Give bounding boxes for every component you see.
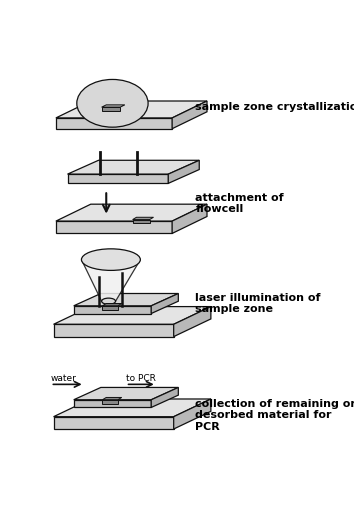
Ellipse shape xyxy=(81,249,140,270)
Text: sample zone crystallization: sample zone crystallization xyxy=(195,102,354,112)
Ellipse shape xyxy=(77,79,148,127)
Polygon shape xyxy=(174,307,211,337)
Polygon shape xyxy=(53,417,174,429)
Text: water: water xyxy=(51,374,76,383)
Polygon shape xyxy=(168,161,199,183)
Polygon shape xyxy=(102,303,122,306)
Polygon shape xyxy=(56,221,172,234)
Text: to PCR: to PCR xyxy=(126,374,155,383)
Polygon shape xyxy=(102,306,118,310)
Polygon shape xyxy=(81,260,140,301)
Polygon shape xyxy=(74,294,178,306)
Text: collection of remaining or
desorbed material for
PCR: collection of remaining or desorbed mate… xyxy=(195,399,354,432)
Polygon shape xyxy=(102,105,125,107)
Polygon shape xyxy=(133,217,154,219)
Polygon shape xyxy=(102,397,122,400)
Polygon shape xyxy=(74,400,151,407)
Polygon shape xyxy=(102,107,120,111)
Polygon shape xyxy=(53,324,174,337)
Polygon shape xyxy=(53,399,211,417)
Polygon shape xyxy=(74,388,178,400)
Polygon shape xyxy=(151,388,178,407)
Polygon shape xyxy=(151,294,178,313)
Polygon shape xyxy=(53,307,211,324)
Polygon shape xyxy=(102,400,118,404)
Polygon shape xyxy=(172,204,207,234)
Polygon shape xyxy=(133,219,150,224)
Text: attachment of
flowcell: attachment of flowcell xyxy=(195,193,284,214)
Polygon shape xyxy=(56,118,172,129)
Polygon shape xyxy=(174,399,211,429)
Polygon shape xyxy=(68,174,168,183)
Polygon shape xyxy=(56,204,207,221)
Text: laser illumination of
sample zone: laser illumination of sample zone xyxy=(195,293,321,314)
Polygon shape xyxy=(56,101,207,118)
Ellipse shape xyxy=(102,298,115,304)
Polygon shape xyxy=(172,101,207,129)
Polygon shape xyxy=(68,161,199,174)
Polygon shape xyxy=(74,306,151,313)
